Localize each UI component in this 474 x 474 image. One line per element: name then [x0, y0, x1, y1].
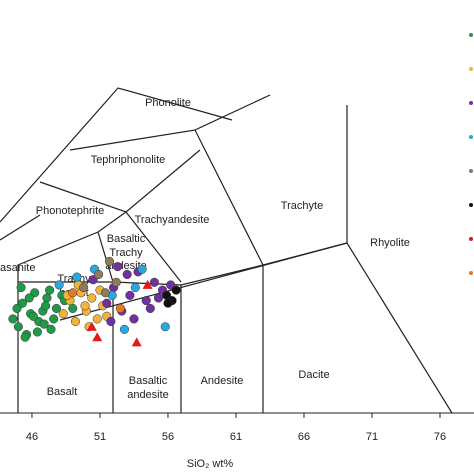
point: [171, 285, 181, 295]
point: [8, 314, 18, 324]
x-tick-label: 61: [230, 431, 242, 443]
point: [119, 324, 130, 334]
point: [12, 303, 22, 313]
point: [13, 322, 23, 332]
point: [28, 311, 38, 321]
field-line: [194, 94, 271, 131]
point: [92, 332, 103, 342]
point: [79, 282, 89, 293]
legend-marker: [469, 203, 473, 207]
x-tick-label: 76: [434, 431, 446, 443]
field-label: Trachyte: [281, 200, 323, 212]
field-label: andesite: [127, 389, 169, 401]
field-line: [0, 214, 41, 241]
field-line: [18, 242, 453, 414]
field-label: Dacite: [298, 369, 329, 381]
point: [102, 298, 112, 308]
x-tick-label: 56: [162, 431, 174, 443]
point: [51, 303, 61, 313]
point: [54, 280, 64, 290]
field-label: Trachyandesite: [135, 214, 210, 226]
field-line: [17, 211, 127, 413]
legend-marker: [469, 237, 473, 241]
point: [80, 301, 90, 311]
point: [142, 279, 153, 289]
point: [45, 285, 55, 295]
field-line: [125, 211, 182, 283]
x-tick-label: 66: [298, 431, 310, 443]
point: [130, 282, 140, 293]
point: [104, 256, 115, 266]
point: [94, 269, 104, 280]
point: [137, 264, 147, 274]
field-label: Basaltic: [107, 233, 146, 245]
field-label: asanite: [0, 262, 35, 274]
tas-fields: [0, 87, 453, 414]
point: [70, 316, 81, 327]
point: [160, 322, 170, 332]
field-label: Andesite: [201, 375, 244, 387]
point: [149, 277, 159, 287]
point: [86, 321, 97, 331]
point: [58, 309, 68, 319]
legend-marker: [469, 169, 473, 173]
point: [72, 272, 82, 282]
point: [39, 319, 49, 329]
x-tick-label: 51: [94, 431, 106, 443]
point: [68, 303, 78, 313]
field-label: Trachy: [109, 247, 143, 259]
point: [113, 262, 123, 272]
x-axis-label: SiO₂ wt%: [187, 458, 234, 470]
field-line: [97, 231, 114, 283]
field-label: Basalt: [47, 386, 78, 398]
point: [87, 293, 97, 303]
point: [141, 296, 151, 306]
field-label: Tephriphonolite: [91, 154, 166, 166]
point: [111, 277, 121, 287]
point: [131, 337, 142, 347]
point: [20, 332, 30, 342]
x-tick-label: 46: [26, 431, 38, 443]
field-label: Phonolite: [145, 97, 191, 109]
legend-marker: [469, 67, 473, 71]
point: [68, 288, 78, 298]
field-line: [69, 129, 264, 266]
point: [42, 293, 52, 303]
legend-marker: [469, 271, 473, 275]
point: [115, 303, 125, 313]
field-label: Phonotephrite: [36, 205, 105, 217]
point: [32, 327, 42, 337]
point: [153, 293, 164, 303]
field-label: Basaltic: [129, 375, 168, 387]
point: [129, 314, 139, 324]
field-label: Rhyolite: [370, 237, 410, 249]
point: [16, 282, 26, 293]
point: [46, 324, 56, 334]
legend-marker: [469, 33, 473, 37]
legend-marker: [469, 101, 473, 105]
point: [24, 293, 34, 303]
point: [106, 316, 116, 327]
point: [49, 314, 59, 324]
point: [41, 301, 51, 311]
x-tick-label: 71: [366, 431, 378, 443]
point: [125, 290, 135, 300]
point: [163, 298, 173, 308]
field-line: [0, 87, 233, 223]
point: [100, 288, 110, 298]
point: [145, 303, 155, 313]
legend-marker: [469, 135, 473, 139]
point: [92, 314, 102, 324]
point: [122, 269, 132, 280]
